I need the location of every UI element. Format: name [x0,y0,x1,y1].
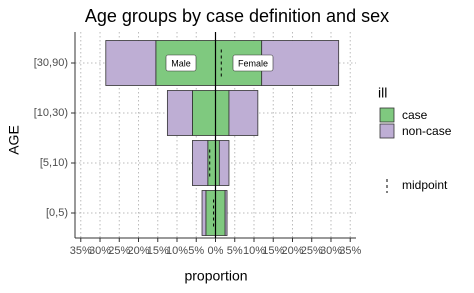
bar [207,140,216,186]
bar [224,190,228,236]
x-tick-label: 10% [243,245,265,257]
x-tick-label: 10% [166,245,188,257]
legend-title: ill [378,85,387,101]
bar [218,140,230,186]
bar [105,40,157,86]
bar [228,90,259,136]
y-tick-label: [30,90) [34,57,68,69]
legend-label: midpoint [402,178,448,192]
annotation-box [165,54,197,72]
annotation: Male [171,58,191,68]
bar [192,140,209,186]
annotation: Female [238,58,268,68]
x-axis-title: proportion [184,268,247,284]
x-tick-label: 25% [301,245,323,257]
x-tick-label: 5% [227,245,243,257]
y-axis-title: AGE [6,125,22,155]
x-tick-label: 35% [339,245,361,257]
x-tick-label: 25% [108,245,130,257]
bar [215,90,230,136]
x-tick-label: 20% [127,245,149,257]
annotation-box [232,54,274,72]
chart-title: Age groups by case definition and sex [85,6,389,26]
x-tick-label: 15% [147,245,169,257]
x-tick-label: 30% [89,245,111,257]
legend-key [379,123,395,139]
y-tick-label: [0,5) [46,207,68,219]
x-tick-label: 5% [188,245,204,257]
bar [166,90,193,136]
bar [215,190,226,236]
y-tick-label: [10,30) [34,107,68,119]
legend-key [379,107,395,123]
legend-label: non-case [402,124,452,138]
x-tick-label: 35% [70,245,92,257]
x-tick-label: 30% [320,245,342,257]
x-tick-label: 0% [208,245,224,257]
legend-label: case [402,108,428,122]
bar [261,40,340,86]
bar [192,90,216,136]
bar [201,190,207,236]
y-tick-label: [5,10) [40,157,68,169]
x-tick-label: 15% [262,245,284,257]
x-tick-label: 20% [281,245,303,257]
